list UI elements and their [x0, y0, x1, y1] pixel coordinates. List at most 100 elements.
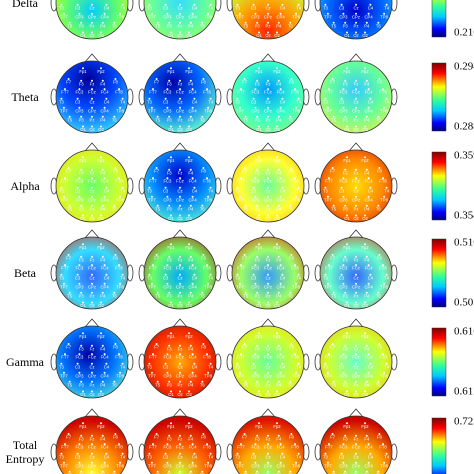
head-map: [231, 149, 305, 223]
electrode-label: FC3: [251, 0, 260, 1]
electrode-label: FCz: [88, 0, 96, 1]
electrode: [188, 243, 190, 246]
nose: [84, 53, 100, 63]
electrode: [201, 380, 204, 383]
electrode: [383, 371, 386, 374]
electrode: [64, 353, 66, 356]
electrode-label: CP3: [339, 14, 348, 19]
electrode-label: F8: [113, 435, 119, 440]
electrode: [121, 97, 124, 100]
electrode: [297, 186, 300, 189]
electrode-label: Fz: [178, 257, 183, 262]
electrode: [382, 443, 384, 446]
electrode: [100, 67, 102, 70]
electrode-label: P3: [255, 382, 261, 387]
electrode: [60, 273, 63, 276]
electrode-label: FCz: [264, 355, 272, 360]
electrode-label: P4: [100, 23, 106, 28]
electrode-label: T6: [200, 293, 206, 298]
electrode: [355, 168, 357, 171]
electrode: [164, 273, 167, 276]
electrode-label: FC4: [189, 179, 198, 184]
electrode-label: O1: [256, 392, 262, 397]
electrode: [276, 67, 278, 70]
electrode-label: T6: [112, 382, 118, 387]
nose: [172, 408, 188, 418]
electrode: [267, 264, 269, 267]
electrode: [179, 282, 181, 285]
electrode-label: Cz: [89, 364, 94, 369]
electrode: [91, 353, 93, 356]
electrode: [100, 332, 102, 335]
electrode-label: Pz: [354, 472, 359, 474]
electrode-label: F7: [330, 256, 336, 261]
electrode-label: F8: [113, 256, 119, 261]
electrode: [252, 3, 255, 6]
electrode-label: Fp2: [185, 334, 193, 339]
electrode-label: FC4: [365, 355, 374, 360]
electrode-label: P3: [79, 23, 85, 28]
electrode-label: CP3: [75, 108, 84, 113]
electrode: [168, 21, 171, 24]
electrode-label: TP8: [204, 463, 212, 468]
electrode: [119, 195, 122, 198]
electrode-label: T3: [147, 364, 153, 369]
electrode: [267, 371, 269, 374]
electrode: [150, 12, 153, 15]
electrode: [244, 291, 247, 294]
electrode-label: CP4: [365, 197, 374, 202]
electrode-label: CP3: [339, 373, 348, 378]
electrode: [113, 204, 116, 207]
electrode: [256, 470, 259, 473]
electrode-label: FC3: [75, 445, 84, 450]
electrode-label: O1: [256, 127, 262, 132]
electrode: [188, 301, 190, 304]
electrode-label: Pz: [354, 382, 359, 387]
electrode: [377, 115, 380, 118]
electrode-label: TP7: [324, 108, 332, 113]
electrode: [103, 195, 106, 198]
electrode: [276, 243, 278, 246]
electrode: [105, 3, 108, 6]
electrode: [62, 371, 65, 374]
electrode: [191, 88, 194, 91]
electrode-label: F4: [364, 346, 370, 351]
electrode: [290, 254, 293, 256]
electrode: [119, 461, 122, 464]
nose: [260, 318, 276, 328]
electrode: [290, 167, 293, 169]
electrode-label: Oz: [89, 392, 94, 397]
electrode-label: T4: [296, 364, 302, 369]
electrode-label: F7: [330, 80, 336, 85]
electrode: [289, 21, 292, 24]
electrode: [240, 443, 242, 446]
electrode: [243, 433, 246, 435]
electrode-label: FC4: [365, 0, 374, 1]
electrode: [179, 353, 181, 356]
electrode-label: F7: [330, 169, 336, 174]
electrode: [76, 3, 79, 6]
electrode-label: F3: [343, 170, 349, 175]
electrode: [91, 443, 93, 446]
electrode-label: FT7: [61, 0, 69, 1]
nose: [84, 408, 100, 418]
electrode-label: Fp2: [97, 334, 105, 339]
electrode: [101, 79, 104, 82]
electrode: [168, 79, 171, 82]
electrode-label: FT7: [61, 355, 69, 360]
electrode: [202, 78, 205, 80]
electrode-label: Fz: [90, 81, 95, 86]
electrode-label: FCz: [88, 445, 96, 450]
electrode: [170, 301, 172, 304]
electrode: [202, 343, 205, 345]
electrode: [244, 204, 247, 207]
electrode-label: CP3: [75, 197, 84, 202]
head-map: [231, 60, 305, 134]
electrode-label: T4: [120, 454, 126, 459]
electrode: [367, 353, 370, 356]
electrode: [346, 422, 348, 425]
electrode: [355, 461, 357, 464]
electrode-label: P4: [100, 206, 106, 211]
electrode-label: Fz: [178, 81, 183, 86]
electrode-label: FC4: [101, 266, 110, 271]
